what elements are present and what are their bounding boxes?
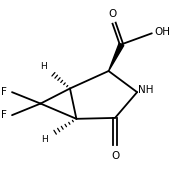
Text: O: O <box>108 9 116 19</box>
Text: OH: OH <box>154 27 170 37</box>
Text: H: H <box>41 135 48 144</box>
Text: F: F <box>1 87 7 97</box>
Text: O: O <box>111 151 119 161</box>
Text: H: H <box>40 62 47 71</box>
Text: NH: NH <box>138 85 154 95</box>
Text: F: F <box>1 110 7 120</box>
Polygon shape <box>109 43 124 71</box>
